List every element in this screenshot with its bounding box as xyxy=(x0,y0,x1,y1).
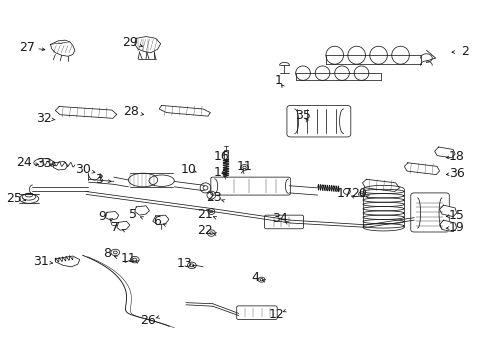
Text: 1: 1 xyxy=(274,74,282,87)
Text: 25: 25 xyxy=(6,192,22,205)
Polygon shape xyxy=(105,212,119,220)
Text: 11: 11 xyxy=(121,252,136,265)
Text: 3: 3 xyxy=(95,173,103,186)
FancyBboxPatch shape xyxy=(264,215,303,229)
Polygon shape xyxy=(53,161,68,170)
Text: 32: 32 xyxy=(36,112,51,125)
Polygon shape xyxy=(434,147,454,158)
Text: 6: 6 xyxy=(152,215,161,228)
Text: 24: 24 xyxy=(16,156,32,169)
Polygon shape xyxy=(135,206,149,215)
Polygon shape xyxy=(439,220,456,231)
Text: 9: 9 xyxy=(98,210,106,223)
FancyBboxPatch shape xyxy=(236,306,277,319)
Text: 13: 13 xyxy=(177,257,192,270)
Text: 17: 17 xyxy=(336,187,352,200)
Polygon shape xyxy=(135,37,160,53)
Polygon shape xyxy=(362,179,399,192)
Text: 31: 31 xyxy=(33,255,48,268)
Text: 27: 27 xyxy=(20,41,35,54)
Text: 33: 33 xyxy=(36,157,51,170)
Text: 12: 12 xyxy=(268,308,284,321)
Text: 29: 29 xyxy=(122,36,138,49)
Polygon shape xyxy=(439,205,456,217)
Polygon shape xyxy=(404,163,439,175)
Polygon shape xyxy=(117,221,130,230)
Polygon shape xyxy=(153,215,168,225)
Text: 36: 36 xyxy=(448,167,464,180)
Text: 35: 35 xyxy=(294,109,310,122)
Text: 11: 11 xyxy=(236,160,252,173)
FancyBboxPatch shape xyxy=(210,177,290,195)
Text: 7: 7 xyxy=(111,221,119,234)
Text: 34: 34 xyxy=(271,212,287,225)
Polygon shape xyxy=(55,107,117,118)
Text: 22: 22 xyxy=(197,224,213,238)
Text: 19: 19 xyxy=(448,221,464,234)
Text: 5: 5 xyxy=(129,208,137,221)
Text: 8: 8 xyxy=(103,247,111,260)
Text: 23: 23 xyxy=(206,191,222,204)
Polygon shape xyxy=(159,105,210,116)
Text: 14: 14 xyxy=(213,166,228,179)
FancyBboxPatch shape xyxy=(286,105,350,137)
Polygon shape xyxy=(55,256,80,267)
Text: 20: 20 xyxy=(350,187,366,200)
Text: 18: 18 xyxy=(448,150,464,163)
FancyBboxPatch shape xyxy=(410,193,448,232)
Polygon shape xyxy=(50,40,75,56)
Text: 30: 30 xyxy=(75,163,90,176)
Text: 21: 21 xyxy=(197,208,213,221)
Text: 2: 2 xyxy=(460,45,468,58)
Text: 26: 26 xyxy=(140,314,156,327)
Text: 10: 10 xyxy=(180,163,196,176)
Text: 15: 15 xyxy=(448,209,464,222)
Text: 4: 4 xyxy=(251,271,259,284)
Text: 16: 16 xyxy=(213,150,228,163)
Text: 28: 28 xyxy=(123,105,139,118)
Bar xyxy=(224,150,227,160)
